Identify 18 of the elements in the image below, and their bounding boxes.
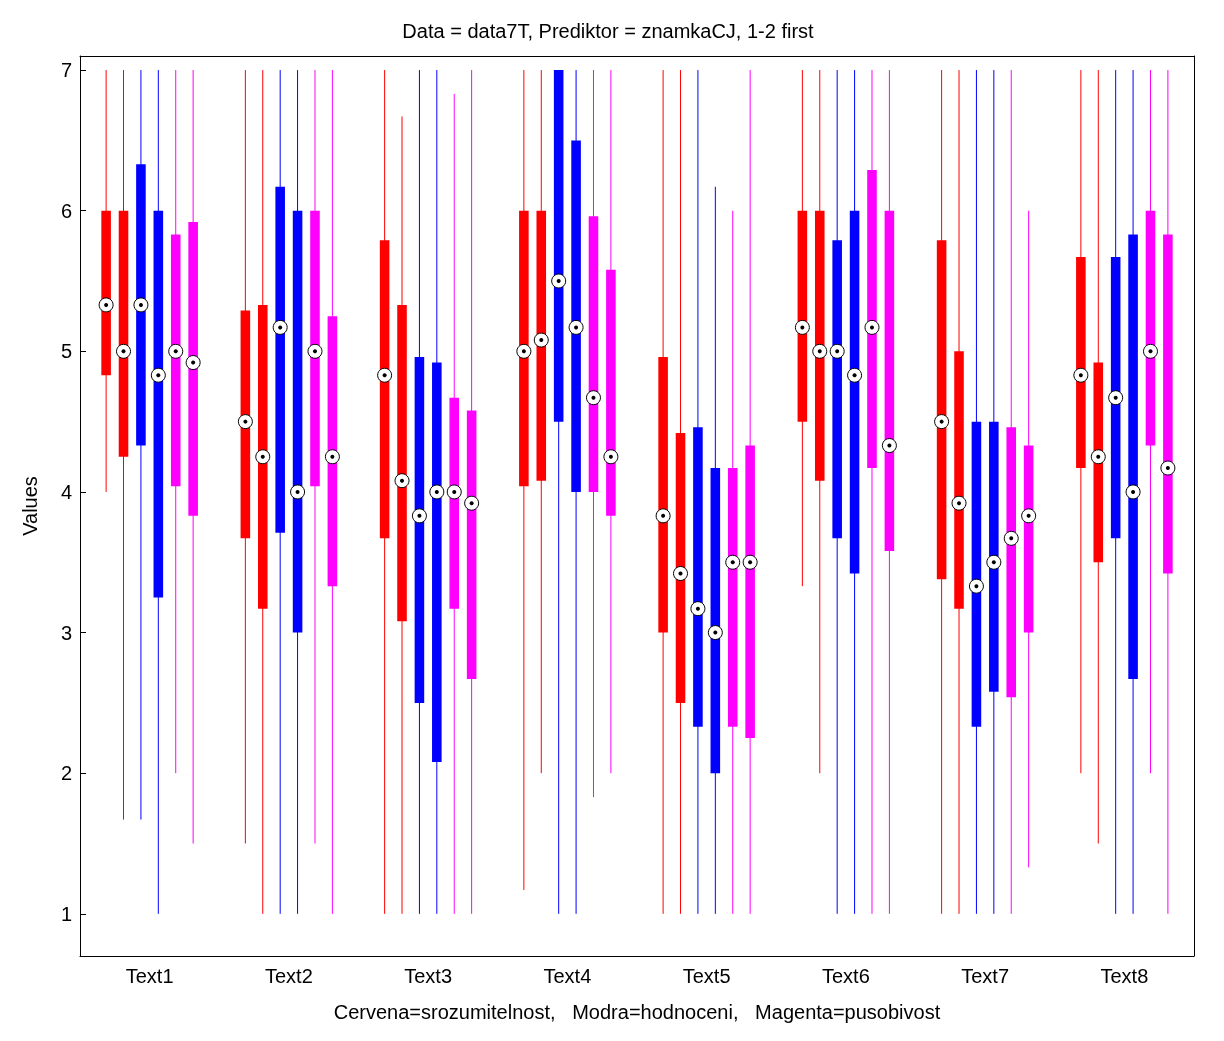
chart-title: Data = data7T, Prediktor = znamkaCJ, 1-2 first bbox=[402, 20, 815, 42]
x-tick-label: Text8 bbox=[1100, 965, 1149, 987]
y-tick-label: 6 bbox=[60, 199, 72, 222]
y-tick-label: 4 bbox=[60, 480, 72, 503]
x-axis-title: Cervena=srozumitelnost, Modra=hodnoceni, Magenta=pusobivost bbox=[333, 1001, 941, 1023]
x-tick-label: Text1 bbox=[125, 965, 174, 987]
x-tick-label: Text2 bbox=[264, 965, 313, 987]
y-axis-title: Values bbox=[19, 476, 41, 536]
x-tick-label: Text7 bbox=[961, 965, 1010, 987]
x-tick-label: Text5 bbox=[682, 965, 731, 987]
x-tick-label: Text3 bbox=[404, 965, 453, 987]
x-tick-label: Text4 bbox=[543, 965, 592, 987]
y-tick-label: 1 bbox=[60, 902, 72, 925]
y-tick-label: 5 bbox=[60, 340, 72, 363]
y-tick-label: 2 bbox=[60, 762, 72, 785]
y-tick-label: 3 bbox=[60, 621, 72, 644]
y-tick-label: 7 bbox=[60, 59, 72, 82]
x-tick-label: Text6 bbox=[821, 965, 870, 987]
